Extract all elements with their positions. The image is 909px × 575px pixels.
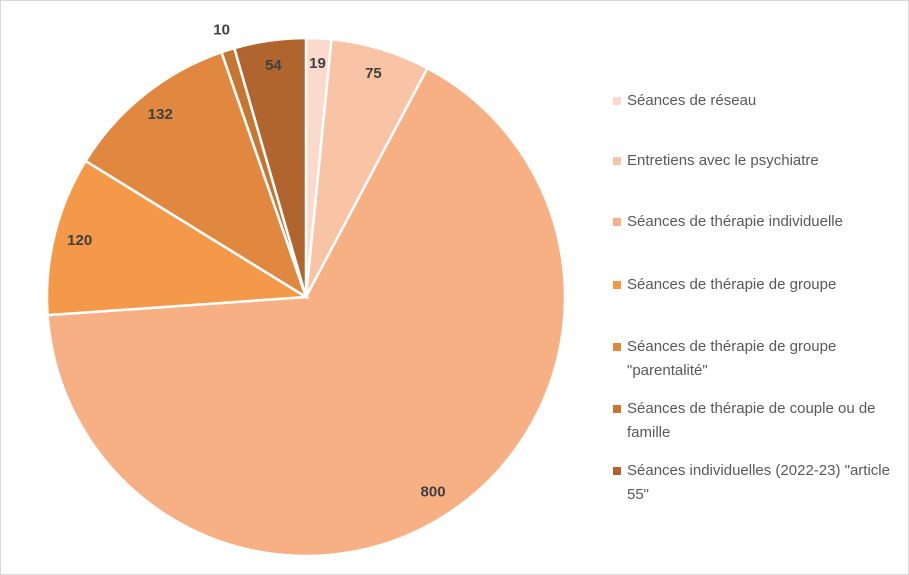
legend-label: Séances individuelles (2022-23) "article… <box>627 462 890 503</box>
legend-item: Séances de thérapie individuelle <box>611 210 901 234</box>
legend-label: Séances de thérapie de groupe <box>627 276 837 293</box>
data-label: 120 <box>67 232 92 249</box>
legend-swatch <box>613 218 621 226</box>
legend-item: Séances de thérapie de couple ou de fami… <box>611 397 901 445</box>
legend-swatch <box>613 405 621 413</box>
data-label: 800 <box>421 483 446 500</box>
legend-swatch <box>613 97 621 105</box>
legend-swatch <box>613 343 621 351</box>
legend-item: Séances individuelles (2022-23) "article… <box>611 459 901 507</box>
pie-slice <box>46 66 567 558</box>
legend-label: Séances de thérapie de groupe "parentali… <box>627 338 837 379</box>
legend-item: Séances de thérapie de groupe "parentali… <box>611 335 901 383</box>
data-label: 54 <box>265 57 282 74</box>
legend-label: Séances de réseau <box>627 92 757 109</box>
legend-item: Séances de réseau <box>611 89 901 113</box>
data-label: 19 <box>309 55 326 72</box>
data-label: 75 <box>365 65 382 82</box>
legend-label: Séances de thérapie individuelle <box>627 213 843 230</box>
legend-item: Entretiens avec le psychiatre <box>611 149 901 173</box>
legend-label: Séances de thérapie de couple ou de fami… <box>627 400 876 441</box>
legend-swatch <box>613 467 621 475</box>
pie-slice <box>232 36 308 298</box>
pie-slice <box>45 159 310 317</box>
legend-swatch <box>613 157 621 165</box>
legend-item: Séances de thérapie de groupe <box>611 273 901 297</box>
data-label: 10 <box>213 21 230 38</box>
legend-swatch <box>613 281 621 289</box>
data-label: 132 <box>148 106 173 123</box>
pie-slice <box>83 50 309 300</box>
legend-label: Entretiens avec le psychiatre <box>627 152 819 169</box>
